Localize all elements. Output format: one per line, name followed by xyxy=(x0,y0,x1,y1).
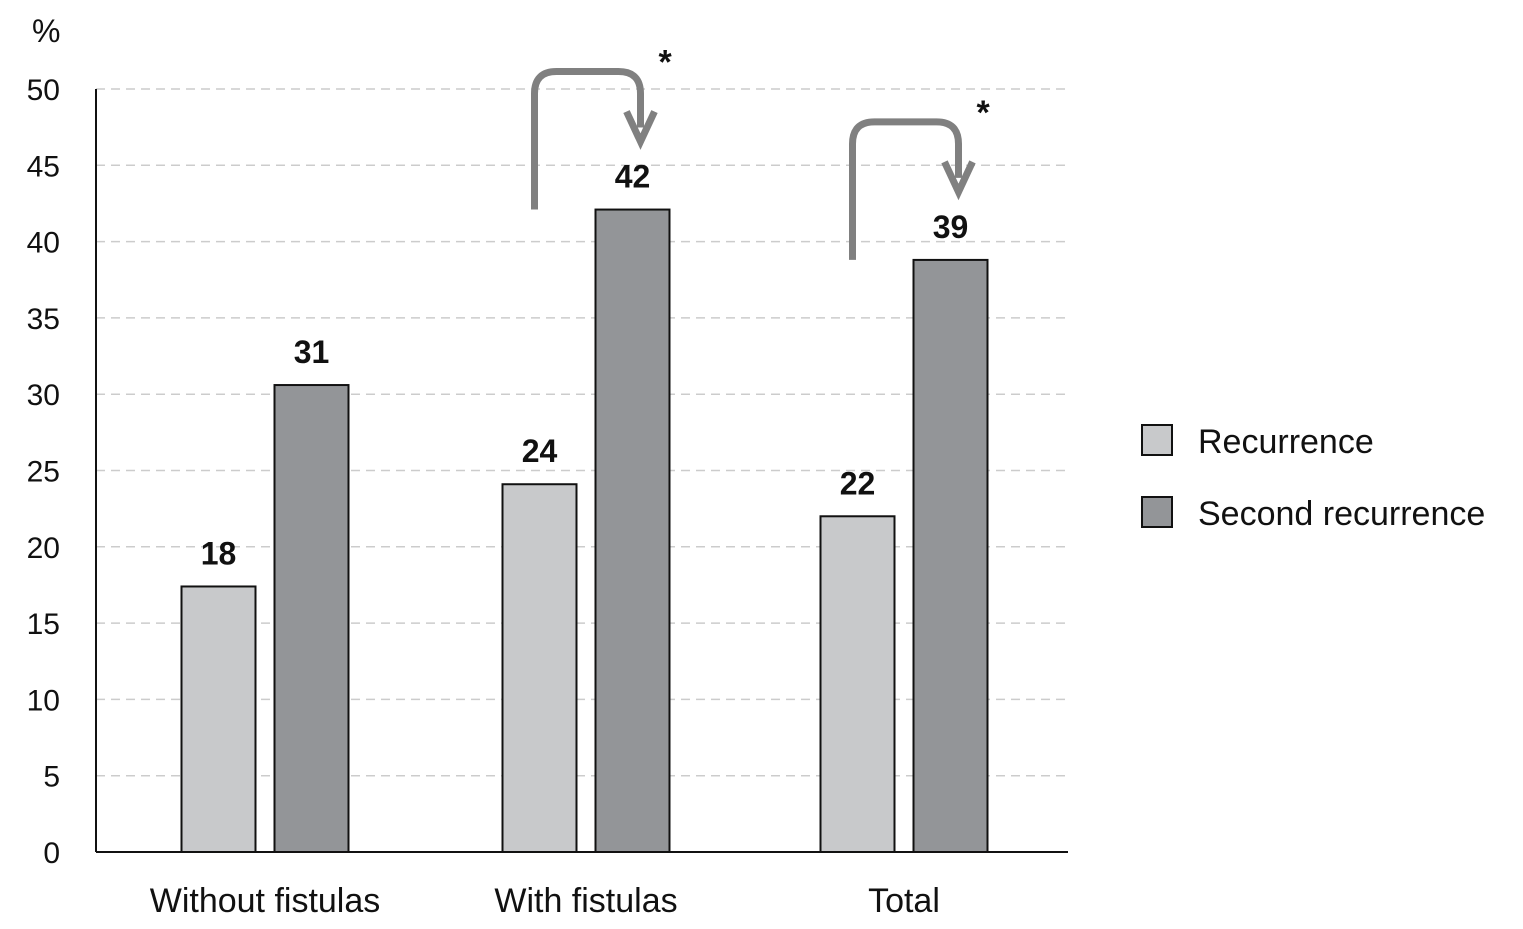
bar-recurrence xyxy=(180,585,257,853)
y-tick-label: 20 xyxy=(27,532,60,565)
significance-asterisk: * xyxy=(977,94,991,132)
x-tick-labels: Without fistulas With fistulas Total xyxy=(150,882,940,920)
category-label: Total xyxy=(868,882,940,920)
legend-label: Recurrence xyxy=(1198,423,1374,461)
significance-arrow xyxy=(531,68,644,210)
y-tick-labels: 0 5 10 15 20 25 30 35 40 45 50 xyxy=(27,74,60,870)
category-label: Without fistulas xyxy=(150,882,381,920)
y-tick-label: 0 xyxy=(43,837,60,870)
y-tick-label: 10 xyxy=(27,684,60,717)
bar-second-recurrence xyxy=(594,208,671,853)
significance-arrow xyxy=(849,118,962,260)
data-label: 31 xyxy=(294,334,330,370)
gridlines xyxy=(96,88,1068,777)
y-tick-label: 35 xyxy=(27,303,60,336)
y-tick-label: 15 xyxy=(27,608,60,641)
bar-second-recurrence xyxy=(912,258,989,853)
bar-recurrence xyxy=(501,483,578,853)
legend-swatch xyxy=(1141,496,1173,528)
y-tick-label: 40 xyxy=(27,227,60,260)
y-tick-label: 50 xyxy=(27,74,60,107)
data-label: 42 xyxy=(615,159,651,195)
data-labels: 18 31 24 42 22 39 xyxy=(201,159,969,572)
data-label: 22 xyxy=(840,465,876,501)
significance-annotations: ** xyxy=(531,44,991,260)
axes xyxy=(95,89,1068,853)
arrow-head xyxy=(941,160,976,201)
bar-second-recurrence xyxy=(273,384,350,853)
bars xyxy=(180,208,989,854)
data-label: 18 xyxy=(201,535,237,571)
y-tick-label: 25 xyxy=(27,456,60,489)
y-axis-unit-label: % xyxy=(32,13,60,49)
y-tick-label: 30 xyxy=(27,379,60,412)
bar-recurrence xyxy=(819,515,896,854)
y-tick-label: 45 xyxy=(27,150,60,183)
significance-asterisk: * xyxy=(659,44,673,82)
arrow-head xyxy=(623,110,658,150)
legend-label: Second recurrence xyxy=(1198,495,1485,533)
legend-swatch xyxy=(1141,424,1173,456)
category-label: With fistulas xyxy=(494,882,677,920)
y-tick-label: 5 xyxy=(43,761,60,794)
legend: Recurrence Second recurrence xyxy=(1141,423,1485,533)
data-label: 39 xyxy=(933,209,969,245)
data-label: 24 xyxy=(522,433,558,469)
